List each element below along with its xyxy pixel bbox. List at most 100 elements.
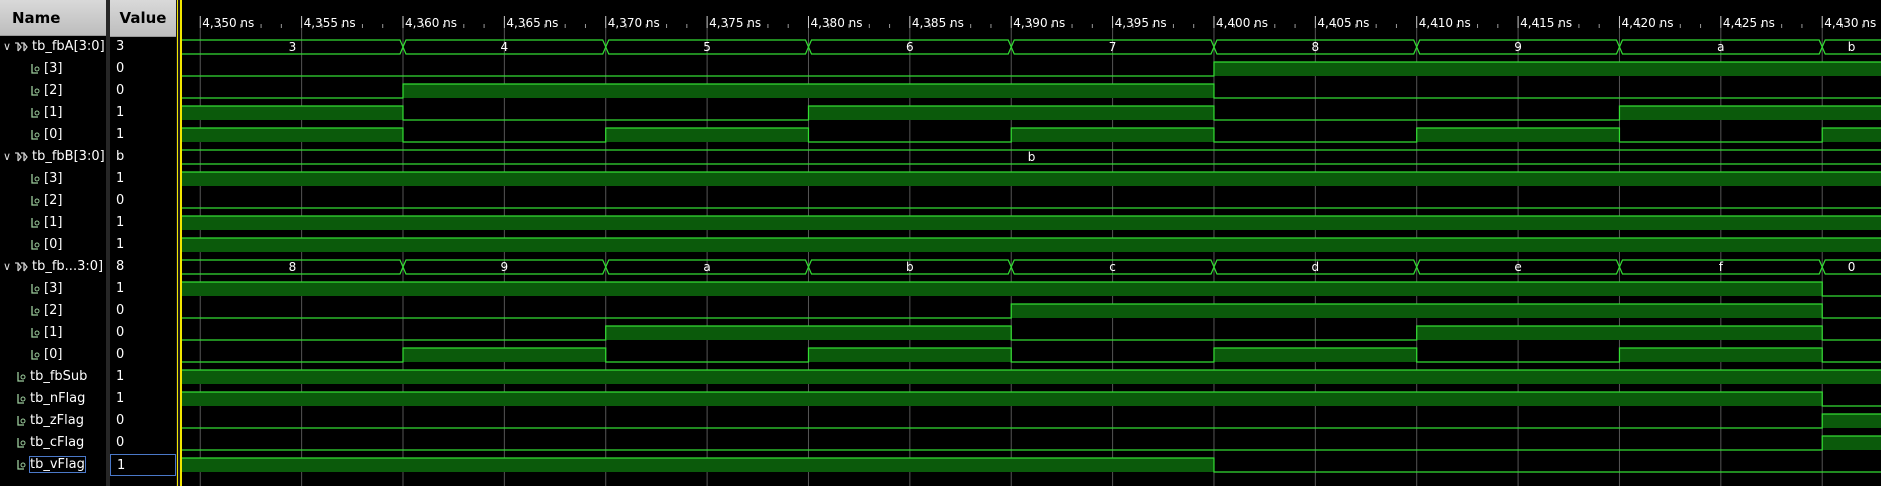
bit-trace [182, 127, 1881, 143]
signal-name: tb_fb...3:0] [32, 259, 104, 274]
signal-value: 1 [116, 171, 125, 186]
signal-name: [2] [44, 303, 63, 318]
high-level-fill [808, 106, 1214, 120]
time-tick-label: 4,365 ns [506, 16, 558, 30]
bit-trace [182, 61, 1881, 77]
signal-name: [0] [44, 237, 63, 252]
high-level-fill [605, 128, 809, 142]
signal-name-row[interactable]: [1] [0, 212, 136, 234]
signal-waveform [182, 325, 1881, 341]
signal-value: 1 [116, 391, 125, 406]
signal-name-row[interactable]: tb_cFlag [0, 432, 122, 454]
high-level-fill [1011, 304, 1823, 318]
signal-value: 0 [116, 435, 125, 450]
signal-name-row[interactable]: ∨ tb_fbA[3:0] [0, 36, 106, 58]
bit-signal-icon [31, 173, 40, 184]
high-level-fill [182, 282, 1823, 296]
signal-name-row[interactable]: ∨ tb_fbB[3:0] [0, 146, 106, 168]
bit-signal-icon [31, 107, 40, 118]
high-level-fill [182, 128, 403, 142]
signal-value: 1 [116, 369, 125, 384]
expand-chevron-icon[interactable]: ∨ [2, 150, 12, 163]
signal-waveform [182, 171, 1881, 186]
bus-value-label: b [1848, 40, 1856, 54]
waveform-splitter[interactable] [176, 0, 182, 486]
time-tick-label: 4,375 ns [709, 16, 761, 30]
signal-name-row[interactable]: [0] [0, 344, 136, 366]
high-level-fill [402, 84, 1214, 98]
expand-chevron-icon[interactable]: ∨ [2, 40, 12, 53]
bit-trace [182, 325, 1881, 341]
high-level-fill [1416, 128, 1620, 142]
column-splitter[interactable] [106, 0, 110, 486]
signal-name-row[interactable]: [1] [0, 102, 136, 124]
signal-name-row[interactable]: [2] [0, 300, 136, 322]
bus-segment [1213, 39, 1418, 55]
signal-name: [2] [44, 83, 63, 98]
signal-name-row[interactable]: [2] [0, 190, 136, 212]
time-tick-label: 4,390 ns [1013, 16, 1065, 30]
bit-signal-icon [17, 415, 26, 426]
value-column-header[interactable]: Value [110, 0, 176, 37]
bus-segment [402, 39, 607, 55]
bus-value-label: e [1514, 260, 1521, 274]
expand-chevron-icon[interactable]: ∨ [2, 260, 12, 273]
signal-name-row[interactable]: ∨ tb_fb...3:0] [0, 256, 106, 278]
bit-trace [182, 457, 1881, 473]
signal-name: tb_fbSub [30, 369, 88, 384]
signal-name-row[interactable]: tb_fbSub [0, 366, 122, 388]
signal-waveform [182, 259, 1881, 275]
bus-segment [182, 149, 1881, 165]
bit-signal-icon [31, 63, 40, 74]
bus-segment [1618, 39, 1823, 55]
signal-waveform [182, 105, 1881, 121]
signal-waveform [182, 281, 1881, 297]
high-level-fill [182, 216, 1881, 230]
bit-trace [182, 303, 1881, 319]
signal-name-row[interactable]: [3] [0, 58, 136, 80]
signal-value: 0 [116, 83, 125, 98]
bus-segment [1821, 259, 1881, 275]
bit-signal-icon [31, 129, 40, 140]
bus-value-label: b [1028, 150, 1036, 164]
time-cursor-marker[interactable] [177, 0, 178, 486]
name-column-header[interactable]: Name [0, 0, 106, 36]
bit-trace [182, 391, 1881, 407]
signal-name-row[interactable]: [0] [0, 234, 136, 256]
bus-value-label: d [1312, 260, 1320, 274]
signal-waveform [182, 303, 1881, 319]
bit-signal-icon [31, 85, 40, 96]
signal-value: 1 [110, 454, 176, 476]
waveform-canvas[interactable]: 4,350 ns 4,355 ns 4,360 ns 4,365 ns 4,370 ns… [182, 0, 1881, 486]
time-cursor[interactable] [180, 0, 182, 486]
bus-value-label: 4 [501, 40, 509, 54]
signal-waveform [182, 347, 1881, 363]
signal-name: tb_vFlag [29, 456, 86, 473]
bus-value-label: a [1717, 40, 1724, 54]
time-tick-label: 4,405 ns [1317, 16, 1369, 30]
bus-value-label: 3 [289, 40, 297, 54]
signal-name: [1] [44, 215, 63, 230]
signal-waveform [182, 39, 1881, 55]
signal-name-row[interactable]: [3] [0, 168, 136, 190]
signal-value: 0 [116, 303, 125, 318]
bus-value-label: 0 [1848, 260, 1856, 274]
signal-name: [3] [44, 61, 63, 76]
signal-name-row[interactable]: tb_nFlag [0, 388, 122, 410]
signal-value: 8 [116, 259, 125, 274]
high-level-fill [182, 238, 1881, 252]
signal-name-row[interactable]: [1] [0, 322, 136, 344]
signal-value: 1 [116, 105, 125, 120]
signal-name-row[interactable]: [0] [0, 124, 136, 146]
signal-name-row[interactable]: [2] [0, 80, 136, 102]
bus-segment [1821, 39, 1881, 55]
signal-waveform [182, 457, 1881, 473]
signal-name-row[interactable]: tb_vFlag [0, 454, 122, 476]
bus-segment [1213, 259, 1418, 275]
high-level-fill [1822, 414, 1881, 428]
bus-signal-icon [15, 261, 28, 271]
signal-name-row[interactable]: [3] [0, 278, 136, 300]
bus-value-label: 9 [501, 260, 509, 274]
signal-name-row[interactable]: tb_zFlag [0, 410, 122, 432]
bus-value-label: 5 [703, 40, 711, 54]
